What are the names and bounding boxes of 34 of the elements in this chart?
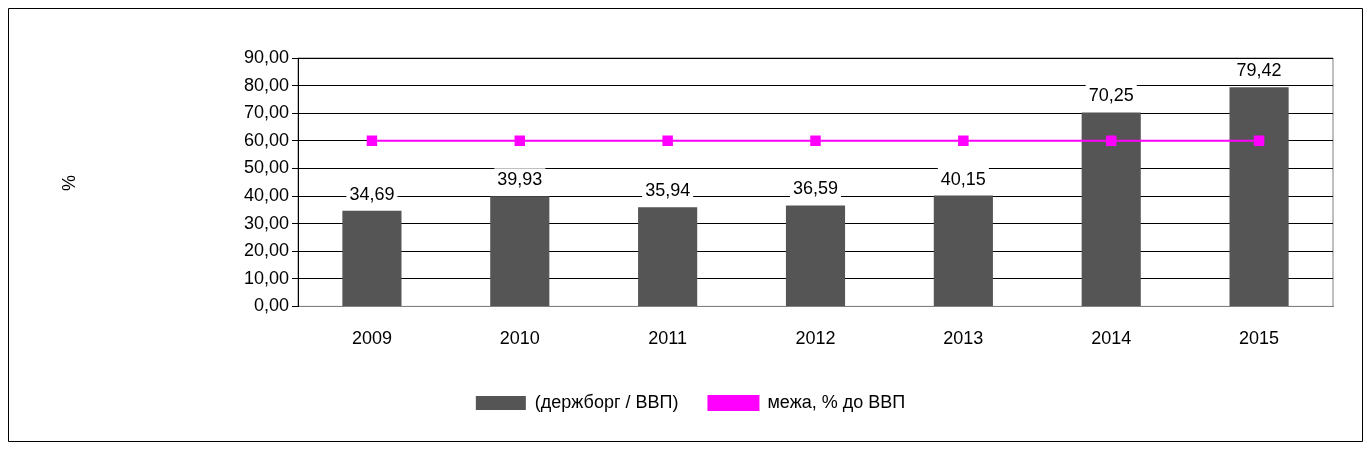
- data-label: 34,69: [349, 183, 395, 204]
- y-tick-label: 80,00: [243, 74, 289, 95]
- x-tick-label: 2014: [1091, 328, 1132, 349]
- y-tick-label: 70,00: [243, 102, 289, 123]
- x-tick-label: 2011: [648, 328, 687, 349]
- data-label: 70,25: [1088, 85, 1134, 106]
- y-tick-label: 10,00: [243, 267, 289, 288]
- bar: [1229, 87, 1289, 306]
- data-label: 36,59: [792, 178, 839, 199]
- bar: [342, 210, 402, 306]
- x-tick-label: 2009: [351, 328, 392, 349]
- y-tick-label: 40,00: [243, 184, 289, 205]
- legend-label: (держборг / ВВП): [534, 391, 679, 412]
- bar: [1081, 112, 1141, 306]
- y-tick-label: 0,00: [253, 295, 289, 316]
- data-label: 79,42: [1236, 60, 1282, 81]
- text: %: [58, 174, 79, 192]
- bar: [785, 205, 846, 306]
- bar: [490, 196, 550, 306]
- y-tick-label: 60,00: [243, 129, 289, 150]
- x-tick-label: 2013: [943, 328, 984, 349]
- y-tick-label: 50,00: [243, 157, 289, 178]
- legend-label: межа, % до ВВП: [767, 391, 906, 412]
- data-label: 35,94: [645, 180, 691, 201]
- data-label: 39,93: [497, 169, 543, 190]
- y-tick-label: 30,00: [243, 212, 289, 233]
- bar: [638, 207, 698, 306]
- bar: [933, 195, 993, 306]
- data-label: 40,15: [940, 168, 986, 189]
- x-tick-label: 2010: [499, 328, 540, 349]
- x-tick-label: 2015: [1239, 328, 1280, 349]
- y-tick-label: 90,00: [243, 46, 289, 67]
- y-tick-label: 20,00: [243, 240, 289, 261]
- x-tick-label: 2012: [795, 328, 836, 349]
